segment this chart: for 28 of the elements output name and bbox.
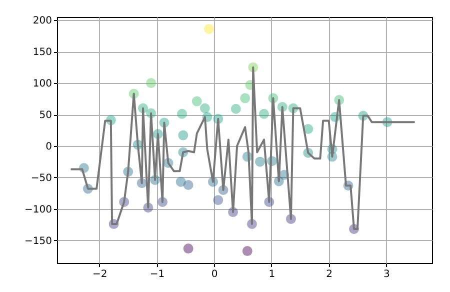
point xyxy=(178,130,188,140)
point xyxy=(183,244,194,254)
point xyxy=(254,156,265,167)
point xyxy=(146,78,156,88)
y-tick-label: −100 xyxy=(24,204,52,216)
x-tick-label: −1 xyxy=(150,269,165,280)
y-tick-label: 100 xyxy=(32,78,52,90)
y-tick-label: 50 xyxy=(39,110,52,122)
point xyxy=(213,195,224,206)
y-tick-label: −50 xyxy=(30,172,52,184)
y-tick-label: −150 xyxy=(24,236,52,247)
point xyxy=(240,93,250,104)
y-tick-label: 150 xyxy=(32,47,52,58)
point xyxy=(183,180,194,190)
x-tick-label: 0 xyxy=(211,269,218,280)
point xyxy=(192,96,202,106)
x-tick-label: 1 xyxy=(268,269,276,280)
point xyxy=(177,108,187,119)
x-tick-label: 2 xyxy=(326,269,332,280)
point xyxy=(242,246,252,256)
point xyxy=(230,104,241,114)
point xyxy=(258,108,269,119)
x-tick-label: −2 xyxy=(92,269,108,280)
x-tick-label: 3 xyxy=(383,269,390,280)
y-tick-label: 0 xyxy=(46,141,52,152)
point xyxy=(200,103,210,114)
point xyxy=(204,24,214,34)
y-tick-label: 200 xyxy=(32,16,52,27)
